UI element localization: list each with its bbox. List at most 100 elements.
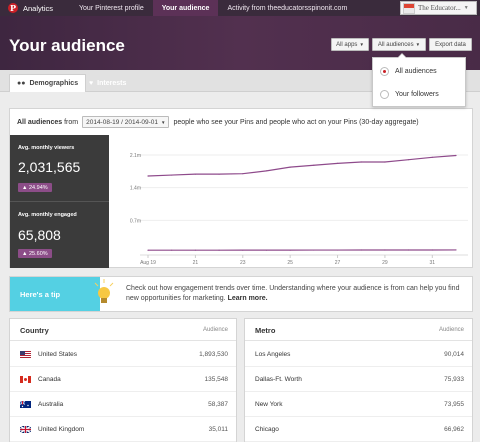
table-row: United States 1,893,530: [10, 342, 236, 367]
table-row: Los Angeles 90,014: [245, 342, 472, 367]
canada-flag-icon: [20, 376, 31, 383]
chevron-down-icon: ▼: [463, 5, 469, 11]
option-all-audiences[interactable]: All audiences: [373, 61, 467, 81]
audience-filter-row: All audiences from 2014-08-19 / 2014-09-…: [10, 109, 472, 135]
data-point: [289, 166, 291, 168]
metro-name: Dallas-Ft. Worth: [255, 376, 302, 383]
option-label: All audiences: [395, 67, 437, 75]
y-tick-label: 1.4m: [130, 186, 141, 192]
data-point: [242, 173, 244, 175]
data-point: [265, 249, 268, 251]
data-point: [336, 249, 339, 251]
account-switcher[interactable]: The Educator... ▼: [400, 1, 477, 15]
data-point: [360, 249, 362, 251]
country-name: Canada: [38, 376, 61, 383]
pinterest-logo-icon: P: [8, 3, 18, 13]
data-point: [408, 249, 410, 251]
table-row: Canada 135,548: [10, 367, 236, 392]
stat-value: 65,808: [18, 227, 61, 243]
chevron-down-icon: ▼: [161, 119, 166, 125]
date-range-value: 2014-08-19 / 2014-09-01: [86, 118, 159, 126]
data-point: [147, 175, 149, 177]
tab-interests-label: Interests: [97, 79, 127, 87]
table-header: Country Audience: [10, 319, 236, 341]
data-point: [384, 161, 386, 163]
x-tick-label: 31: [430, 260, 436, 266]
chevron-down-icon: ▼: [415, 42, 421, 47]
x-tick-label: 27: [335, 260, 341, 266]
metro-name: New York: [255, 401, 283, 408]
option-your-followers[interactable]: Your followers: [373, 84, 467, 104]
tab-pinterest-profile[interactable]: Your Pinterest profile: [79, 4, 144, 12]
arrow-up-icon: ▲: [22, 184, 28, 191]
learn-more-link[interactable]: Learn more.: [227, 295, 268, 302]
column-header: Audience: [438, 327, 464, 333]
data-point: [147, 249, 149, 251]
tab-your-audience[interactable]: Your audience: [152, 0, 219, 16]
top-nav: P Analytics Your Pinterest profile Your …: [0, 0, 480, 16]
brand-label: Analytics: [23, 3, 54, 13]
brand[interactable]: P Analytics: [0, 0, 70, 16]
data-point: [171, 174, 173, 176]
tab-interests[interactable]: ♥ Interests: [82, 74, 133, 92]
data-point: [265, 170, 268, 172]
table-header: Metro Audience: [245, 319, 472, 341]
data-point: [431, 249, 433, 251]
data-point: [242, 249, 244, 251]
x-tick-label: Aug 19: [140, 260, 156, 266]
country-table: Country Audience United States 1,893,530…: [9, 318, 237, 442]
arrow-up-icon: ▲: [22, 250, 28, 257]
metro-table: Metro Audience Los Angeles 90,014 Dallas…: [244, 318, 473, 442]
country-name: United Kingdom: [38, 426, 85, 433]
tip-text: Check out how engagement trends over tim…: [126, 284, 471, 304]
data-point: [455, 249, 457, 251]
audience-value: 1,893,530: [199, 351, 228, 358]
tab-activity-from-site[interactable]: Activity from theeducatorsspinonit.com: [227, 4, 348, 12]
filter-audience-label: All audiences: [17, 118, 63, 126]
all-apps-button[interactable]: All apps ▼: [331, 38, 369, 51]
data-point: [431, 156, 433, 158]
uk-flag-icon: [20, 426, 31, 433]
x-tick-label: 21: [193, 260, 199, 266]
x-tick-label: 25: [287, 260, 293, 266]
section-tabs: ●● Demographics ♥ Interests: [0, 70, 480, 92]
us-flag-icon: [20, 351, 31, 358]
table-row: United Kingdom 35,011: [10, 417, 236, 442]
stat-monthly-viewers: Avg. monthly viewers 2,031,565 ▲ 24.94%: [10, 135, 109, 202]
data-point: [313, 249, 315, 251]
data-point: [360, 161, 362, 163]
radio-selected-icon[interactable]: [380, 66, 389, 76]
people-icon: ●●: [17, 80, 26, 87]
stat-change: 25.60%: [28, 250, 48, 257]
radio-icon[interactable]: [380, 89, 389, 99]
all-audiences-label: All audiences: [377, 41, 414, 48]
data-point: [194, 173, 196, 175]
audience-value: 35,011: [208, 426, 228, 433]
page-header: Your audience All apps ▼ All audiences ▼ E…: [0, 16, 480, 70]
table-row: Australia 58,387: [10, 392, 236, 417]
all-audiences-button[interactable]: All audiences ▼: [372, 38, 426, 51]
data-point: [289, 249, 291, 251]
audience-dropdown-menu: All audiences Your followers: [372, 53, 467, 107]
tip-body: Check out how engagement trends over tim…: [126, 285, 460, 302]
data-point: [218, 249, 220, 251]
date-range-select[interactable]: 2014-08-19 / 2014-09-01 ▼: [82, 116, 170, 128]
data-point: [336, 162, 339, 164]
table-row: Dallas-Ft. Worth 75,933: [245, 367, 472, 392]
tip-banner: Here's a tip Check out how engagement tr…: [9, 276, 473, 312]
data-point: [194, 249, 196, 251]
audience-overview-panel: All audiences from 2014-08-19 / 2014-09-…: [9, 108, 473, 268]
audience-value: 135,548: [204, 376, 229, 383]
table-row: New York 73,955: [245, 392, 472, 417]
audience-value: 90,014: [444, 351, 464, 358]
column-header: Audience: [202, 327, 228, 333]
tab-demographics-label: Demographics: [29, 80, 79, 87]
filter-description: people who see your Pins and people who …: [173, 118, 419, 126]
tab-demographics[interactable]: ●● Demographics: [9, 74, 87, 92]
data-point: [218, 173, 220, 175]
stat-change: 24.94%: [28, 184, 48, 191]
filter-from-label: from: [64, 118, 79, 126]
stat-change-badge: ▲ 25.60%: [18, 249, 52, 258]
country-name: Australia: [38, 401, 64, 408]
export-data-button[interactable]: Export data: [429, 38, 472, 51]
